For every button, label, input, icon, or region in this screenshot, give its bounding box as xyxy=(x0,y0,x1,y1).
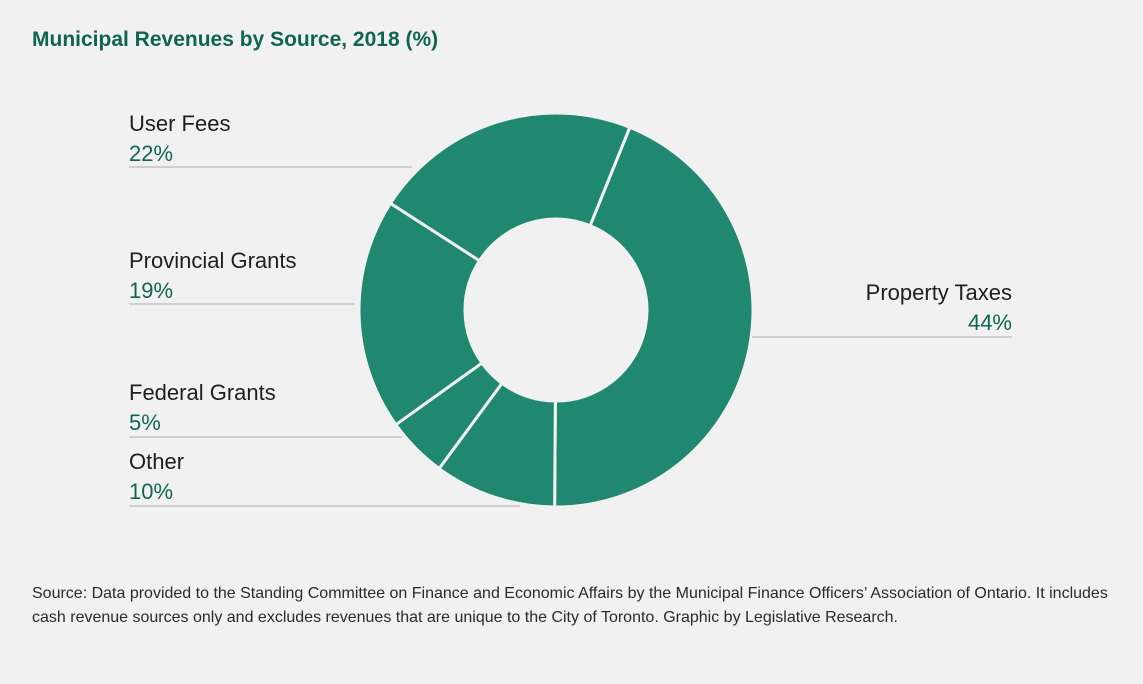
value-label-federal-grants: 5% xyxy=(129,410,161,435)
label-other: Other xyxy=(129,449,184,474)
chart-title: Municipal Revenues by Source, 2018 (%) xyxy=(32,28,439,51)
value-label-provincial-grants: 19% xyxy=(129,278,173,303)
label-user-fees: User Fees xyxy=(129,111,230,136)
label-property-taxes: Property Taxes xyxy=(866,280,1012,305)
slice-provincial-grants xyxy=(357,201,485,427)
source-note: Source: Data provided to the Standing Co… xyxy=(32,585,1108,626)
label-federal-grants: Federal Grants xyxy=(129,380,276,405)
value-label-user-fees: 22% xyxy=(129,141,173,166)
label-provincial-grants: Provincial Grants xyxy=(129,248,297,273)
value-label-other: 10% xyxy=(129,479,173,504)
value-label-property-taxes: 44% xyxy=(968,310,1012,335)
slice-property-taxes xyxy=(553,125,755,509)
slice-user-fees xyxy=(388,111,632,263)
